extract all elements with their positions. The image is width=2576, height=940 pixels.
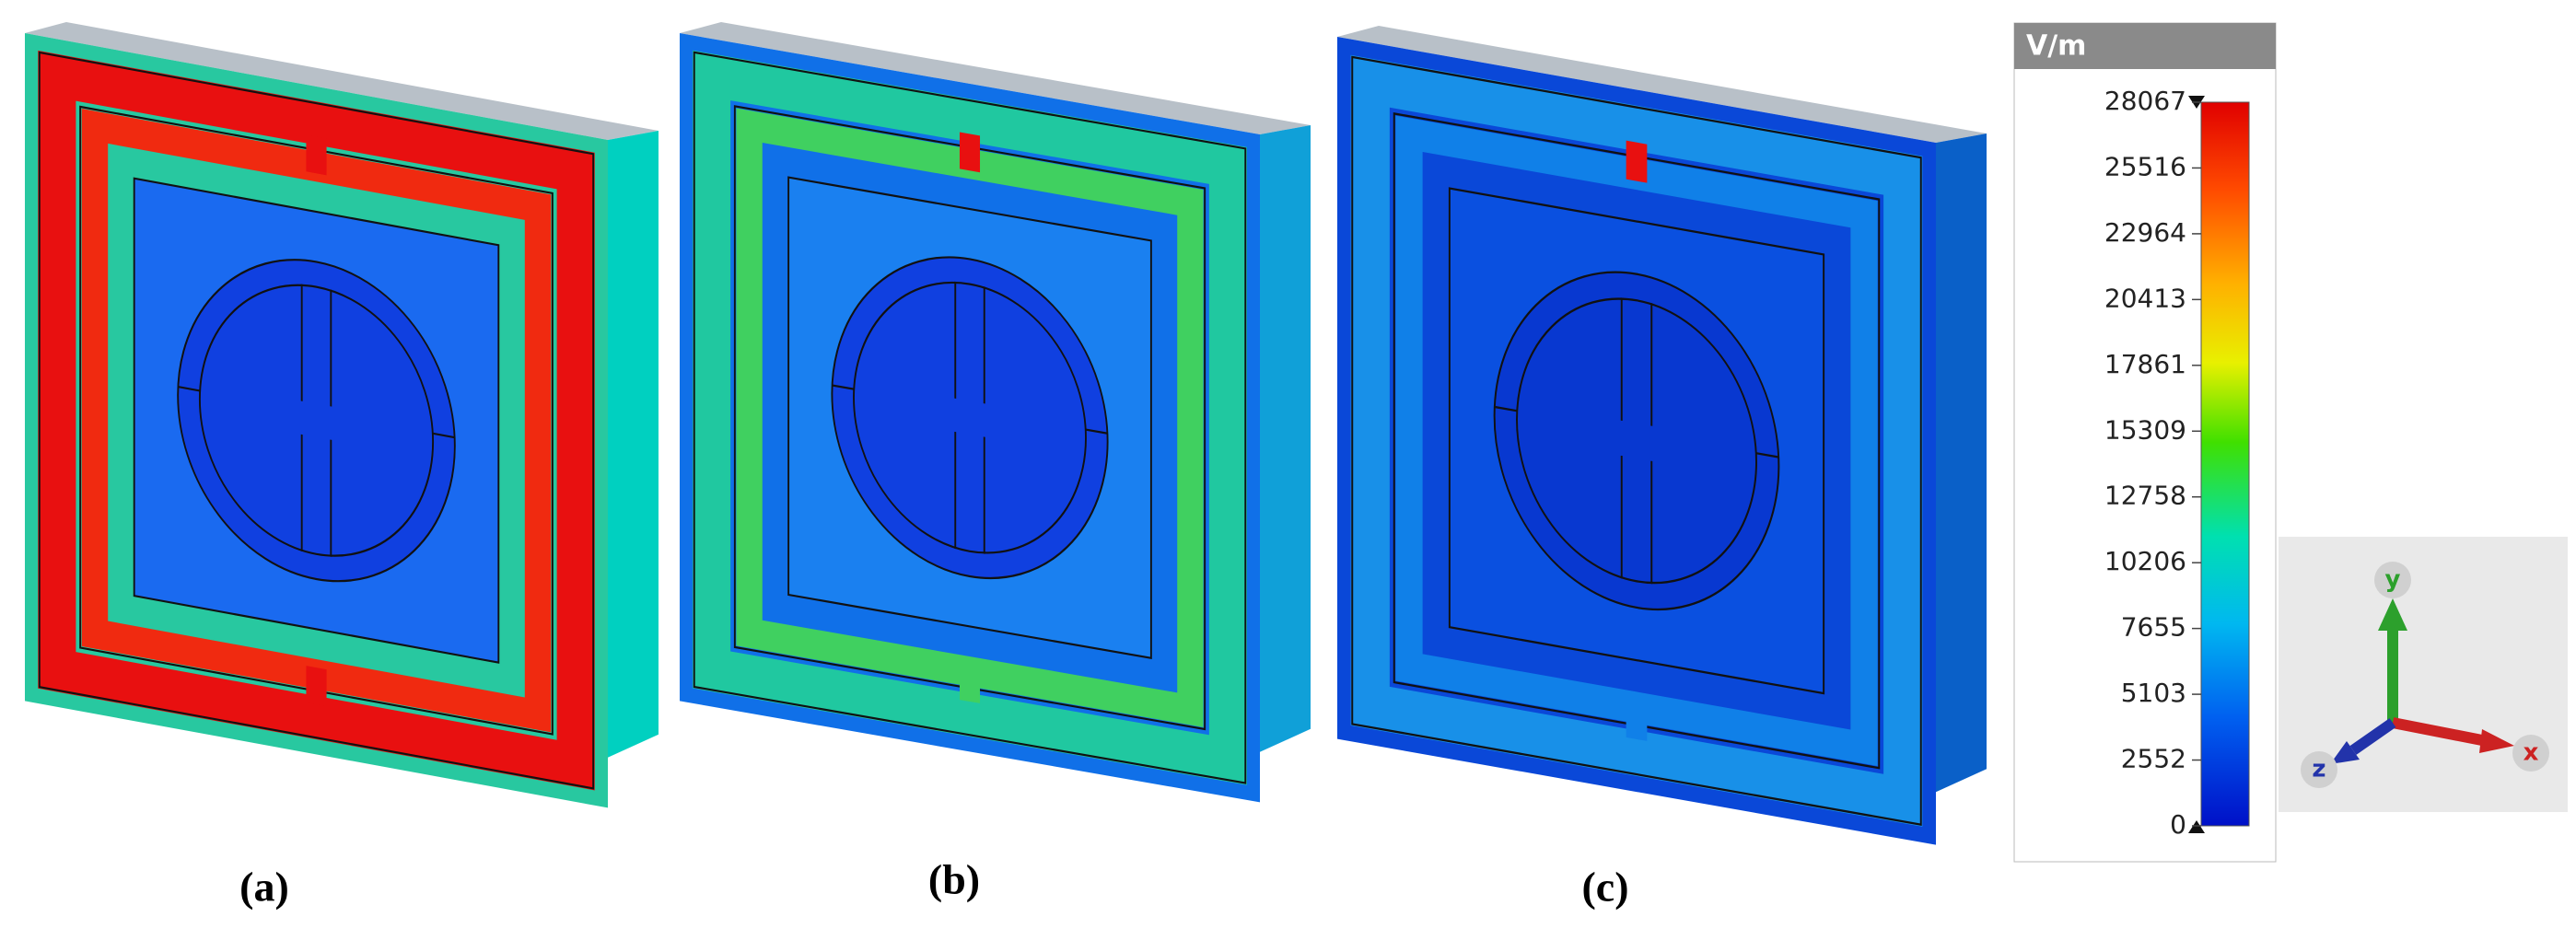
gap-bottom: [959, 663, 981, 703]
h-slot: [832, 281, 1108, 554]
outer-ring-edge: [693, 51, 1247, 784]
z-arrow: [2349, 718, 2396, 755]
colorbar-tick-label: 17861: [2104, 349, 2186, 379]
gap-top: [306, 134, 327, 176]
colorbar-tick-label: 25516: [2104, 151, 2186, 181]
colorbar-unit: V/m: [2026, 30, 2086, 63]
panel-label: (a): [239, 864, 289, 911]
colorbar-tick-label: 2552: [2121, 744, 2186, 774]
y-axis-label: y: [2385, 566, 2401, 594]
box-side: [1936, 133, 1987, 793]
colorbar-tick-label: 22964: [2104, 217, 2186, 248]
box-top: [25, 22, 659, 140]
colorbar-arrow-bottom: [2188, 820, 2205, 833]
h-slot: [1494, 297, 1779, 585]
z-arrowhead: [2330, 741, 2360, 764]
gap-bottom: [306, 666, 327, 707]
colorbar-strip: [2200, 101, 2250, 827]
x-arrow: [2391, 717, 2489, 747]
y-arrowhead: [2378, 598, 2407, 631]
gap-top: [1626, 140, 1648, 183]
panel-label: (b): [928, 856, 980, 903]
box-side: [608, 131, 659, 758]
panel: (b): [680, 22, 1311, 903]
box-top: [680, 22, 1311, 134]
z-axis-label: z: [2312, 756, 2325, 783]
colorbar-tick-label: 5103: [2121, 678, 2186, 708]
colorbar-tick-label: 20413: [2104, 283, 2186, 313]
colorbar-tick-label: 12758: [2104, 481, 2186, 511]
colorbar-tick-label: 28067: [2104, 86, 2186, 116]
h-slot: [178, 284, 455, 557]
inner-disc: [198, 284, 435, 557]
field-map: [1337, 37, 1936, 845]
x-arrowhead: [2479, 729, 2514, 753]
box-top: [1337, 26, 1987, 143]
box-side: [1260, 125, 1311, 752]
inner-disc: [1516, 297, 1757, 585]
outer-ring: [38, 50, 595, 791]
gap-top: [959, 132, 981, 173]
x-badge: [2512, 735, 2549, 772]
outer-ring: [1350, 54, 1923, 827]
outer-ring-edge: [1351, 55, 1922, 826]
panel-label: (c): [1581, 864, 1628, 911]
y-badge: [2374, 562, 2411, 598]
field-map: [25, 33, 608, 808]
panel: (a): [25, 22, 659, 911]
outer-ring-edge: [38, 51, 595, 790]
colorbar-header: [2014, 23, 2276, 69]
inner-disc: [853, 281, 1087, 554]
colorbar-tick-label: 0: [2170, 809, 2186, 840]
panel: (c): [1337, 26, 1987, 911]
colorbar-tick-label: 7655: [2121, 612, 2186, 643]
x-axis-label: x: [2524, 739, 2539, 767]
colorbar-tick-label: 10206: [2104, 546, 2186, 576]
gap-bottom: [1626, 698, 1648, 741]
outer-ring: [693, 50, 1247, 785]
colorbar-tick-label: 15309: [2104, 414, 2186, 445]
panels: (a) (b) (c): [25, 22, 1987, 911]
axes-widget: y x z: [2279, 537, 2568, 812]
field-map: [680, 33, 1261, 803]
z-badge: [2301, 751, 2337, 788]
